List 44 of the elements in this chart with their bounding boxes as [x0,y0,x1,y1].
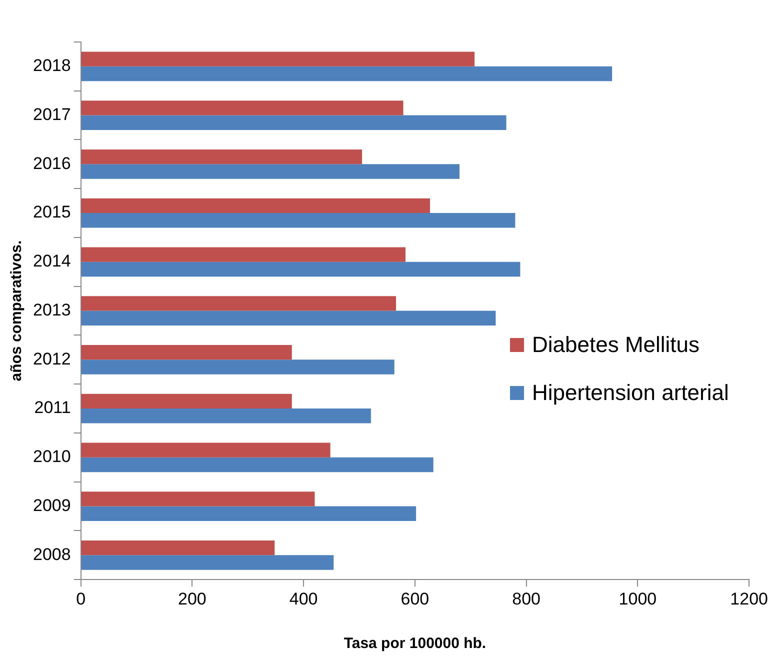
legend-label: Hipertension arterial [532,380,729,406]
bar [81,164,460,179]
bar [81,442,330,458]
x-axis-title: Tasa por 100000 hb. [344,635,486,652]
y-tick-label: 2011 [34,398,71,418]
x-tick-label: 600 [400,589,430,608]
bar [81,100,404,116]
y-tick-label: 2018 [32,56,71,76]
bar [81,408,371,424]
x-tick-label: 200 [178,589,206,608]
y-tick-label: 2013 [32,300,71,320]
y-tick-label: 2010 [32,447,71,466]
bar [81,360,394,374]
y-tick-label: 2016 [32,154,71,173]
y-tick-label: 2014 [32,252,71,271]
x-tick-label: 1000 [618,589,657,608]
x-tick-label: 0 [76,589,86,608]
bar [81,345,292,360]
bar [81,213,516,228]
bar [81,394,292,409]
y-tick-label: 2009 [32,496,71,515]
bar [81,506,416,521]
y-tick-label: 2008 [32,544,71,564]
bar [81,66,612,82]
x-tick-label: 400 [289,589,318,608]
bar [81,198,430,214]
y-axis-title: años comparativos. [8,240,26,382]
legend-label: Diabetes Mellitus [532,332,700,358]
bar [81,457,434,472]
bar [81,262,520,277]
y-tick-label: 2015 [32,202,71,222]
bar [81,492,315,506]
bar [81,150,362,164]
y-tick-label: 2017 [32,104,71,124]
bar [81,52,475,66]
bar [81,555,334,570]
bar [81,115,506,130]
x-tick-label: 1200 [730,589,768,608]
x-tick-label: 800 [512,589,541,608]
bar [81,540,275,556]
y-tick-label: 2012 [32,349,71,368]
bar [81,247,406,262]
bar [81,310,496,326]
bar [81,296,396,311]
